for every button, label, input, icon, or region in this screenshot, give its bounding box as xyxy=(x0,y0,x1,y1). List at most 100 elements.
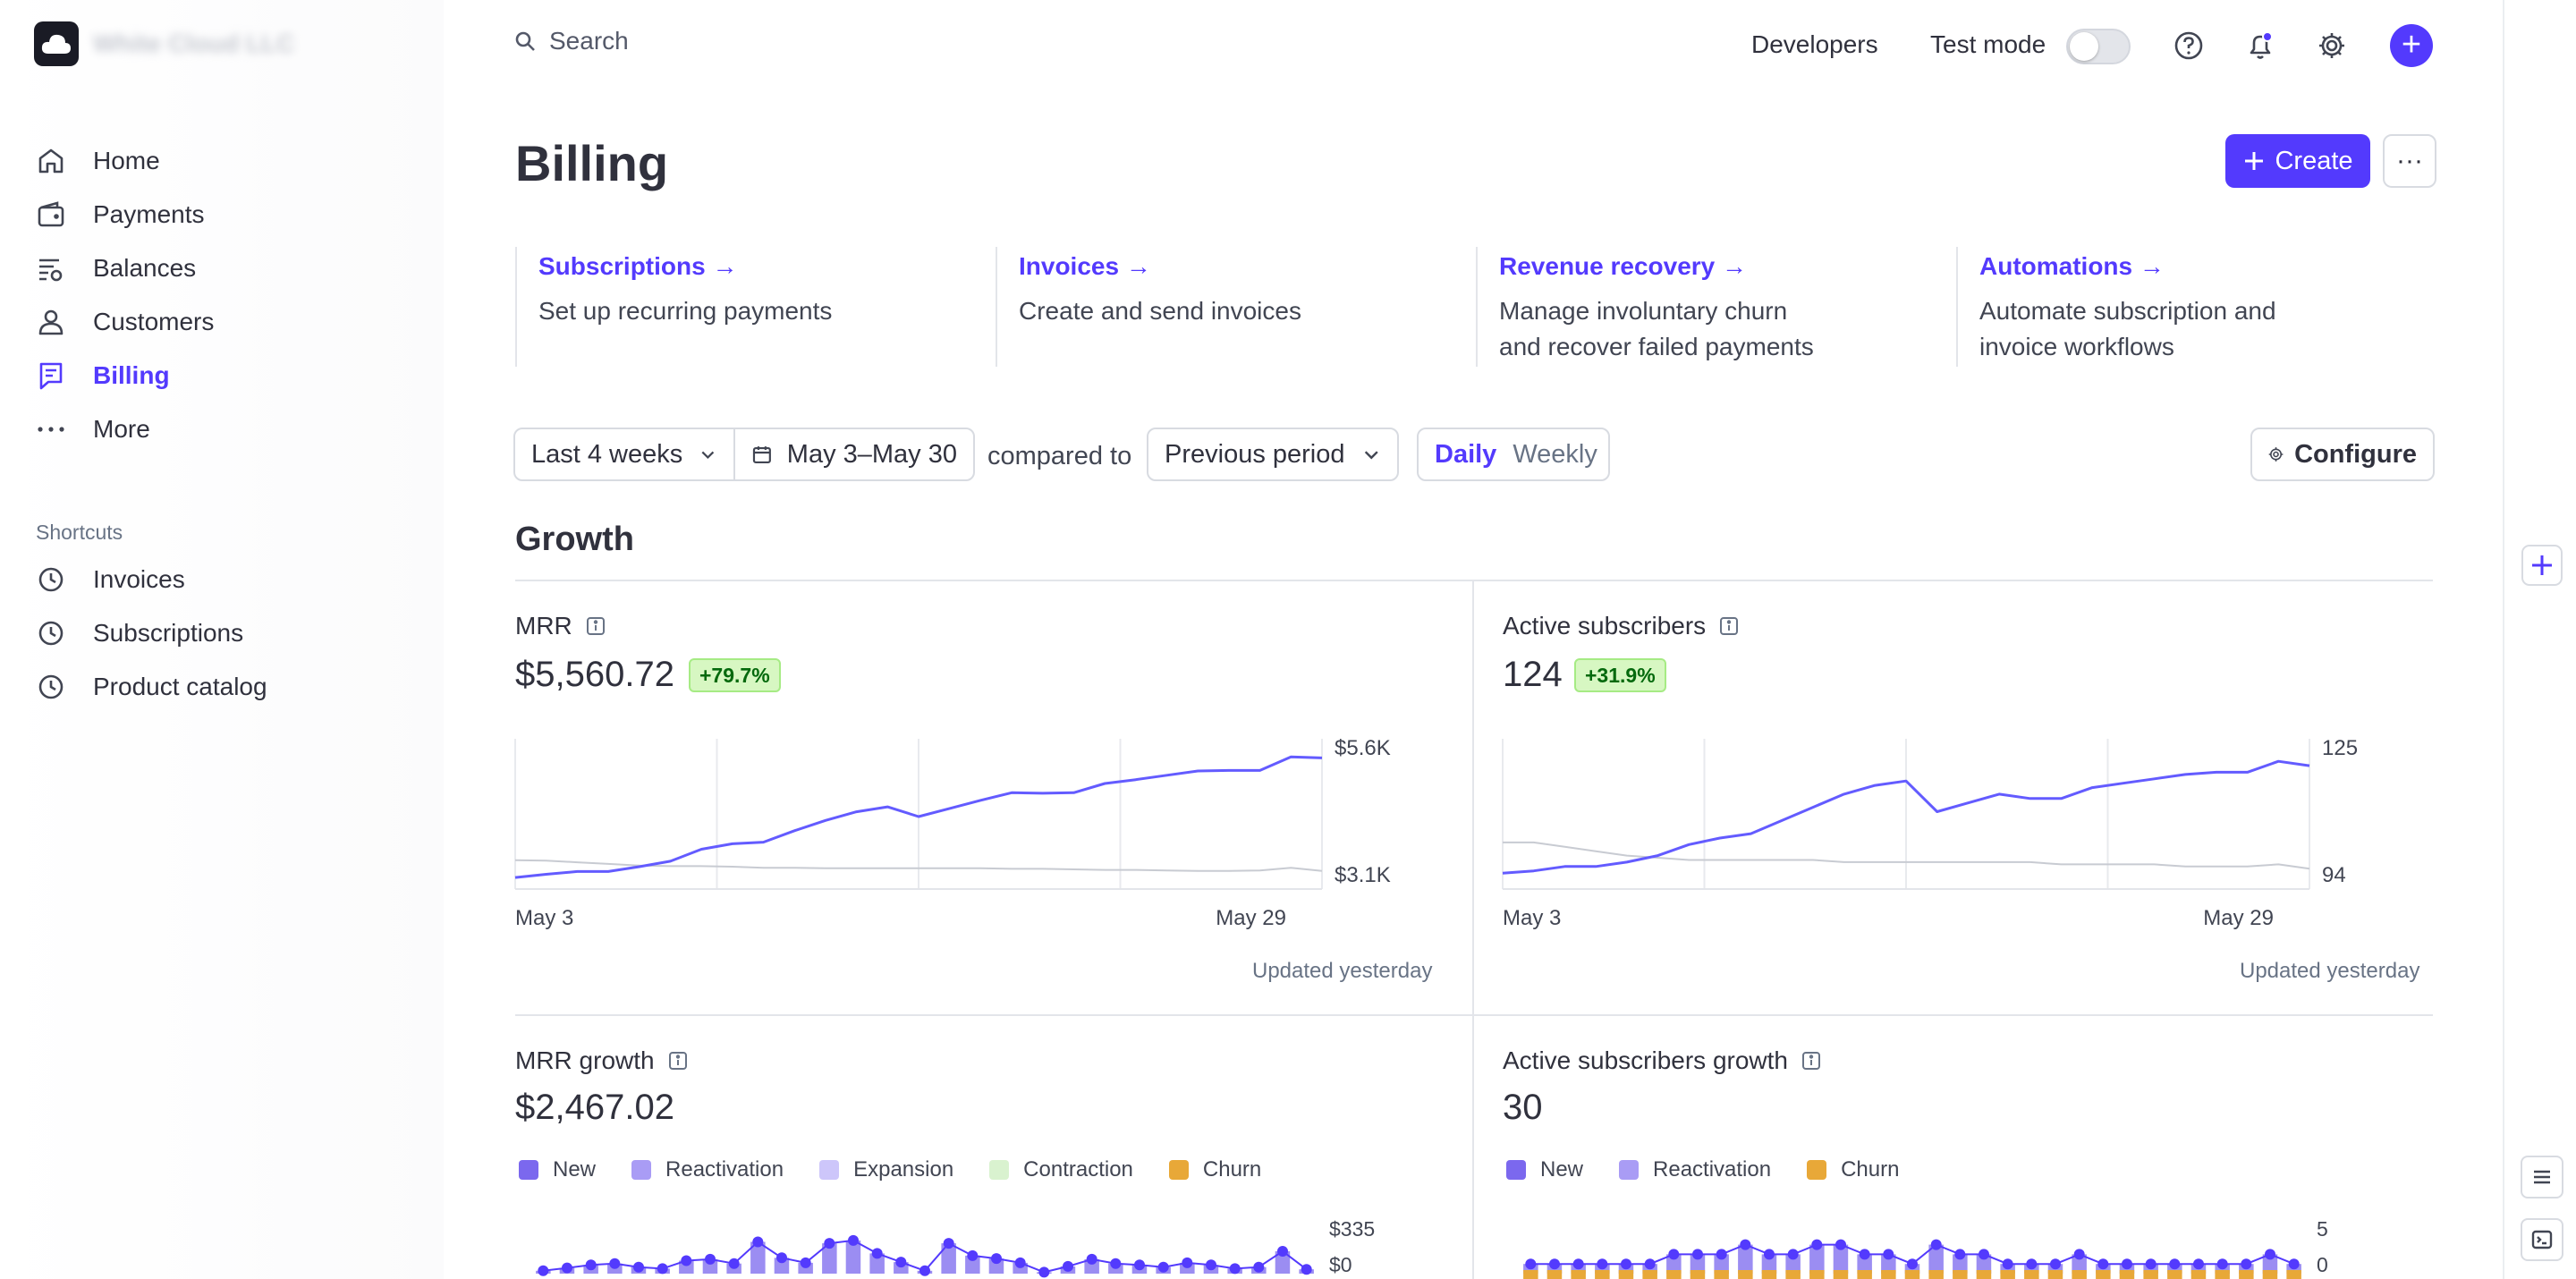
comparison-label: Previous period xyxy=(1165,439,1345,469)
bar-churn xyxy=(1785,1270,1801,1279)
billing-icon xyxy=(39,362,63,390)
feature-automations-link[interactable]: Automations → xyxy=(1979,252,2165,280)
net-point xyxy=(2122,1258,2132,1270)
feature-subscriptions-link[interactable]: Subscriptions → xyxy=(538,252,738,280)
legend-item[interactable]: New xyxy=(519,1157,596,1182)
active-growth-label: Active subscribers growth xyxy=(1503,1046,1822,1075)
create-button[interactable]: Create xyxy=(2225,134,2370,188)
bar-churn xyxy=(1546,1270,1563,1279)
bar-churn xyxy=(1761,1270,1777,1279)
net-point xyxy=(2073,1249,2085,1260)
mrr-growth-bar-chart[interactable]: $335 $0 xyxy=(513,1207,1435,1279)
shortcut-subscriptions[interactable]: Subscriptions xyxy=(36,606,429,660)
configure-button[interactable]: Configure xyxy=(2250,428,2435,481)
info-icon[interactable] xyxy=(585,615,606,637)
search-input[interactable]: Search xyxy=(513,27,629,55)
page-title: Billing xyxy=(515,135,669,191)
info-icon[interactable] xyxy=(1801,1050,1822,1071)
comparison-dropdown[interactable]: Previous period xyxy=(1147,428,1399,481)
balances-icon xyxy=(39,258,63,282)
feature-description: Set up recurring payments xyxy=(538,297,833,325)
net-point xyxy=(1835,1239,1846,1250)
net-point xyxy=(1229,1263,1241,1275)
settings-gear-icon[interactable] xyxy=(2313,27,2351,64)
active-subscribers-line-chart[interactable]: 125 94 May 3 May 29 xyxy=(1501,733,2422,939)
test-mode-toggle[interactable] xyxy=(2066,29,2131,64)
net-point xyxy=(705,1253,716,1265)
ellipsis-icon: ··· xyxy=(2396,146,2423,175)
net-point xyxy=(728,1258,740,1269)
net-point xyxy=(1692,1249,1703,1260)
net-point xyxy=(1644,1258,1656,1270)
clock-icon xyxy=(38,621,64,646)
sidebar-item-billing[interactable]: Billing xyxy=(36,349,429,402)
test-mode-label: Test mode xyxy=(1930,30,2046,58)
active-growth-value: 30 xyxy=(1503,1088,1543,1127)
bar xyxy=(2072,1254,2087,1274)
legend-item[interactable]: Expansion xyxy=(819,1157,953,1182)
sidebar-item-label: More xyxy=(93,415,150,443)
active-growth-bar-chart[interactable]: 50 xyxy=(1501,1207,2422,1279)
more-options-button[interactable]: ··· xyxy=(2383,134,2436,188)
interval-daily[interactable]: Daily xyxy=(1435,439,1497,469)
y-tick-max: 5 xyxy=(2317,1217,2328,1241)
rail-add-plus-icon[interactable] xyxy=(2521,544,2563,587)
bar-churn xyxy=(1690,1270,1706,1279)
cloud-logo-icon xyxy=(34,21,79,66)
bar xyxy=(1976,1254,1992,1274)
shortcut-product-catalog[interactable]: Product catalog xyxy=(36,660,429,714)
account-switcher[interactable]: White Cloud LLC xyxy=(34,21,295,66)
mrr-line-chart[interactable]: $5.6K $3.1K May 3 May 29 xyxy=(513,733,1435,939)
help-icon[interactable] xyxy=(2170,27,2207,64)
net-point xyxy=(752,1236,764,1248)
legend-item[interactable]: Churn xyxy=(1168,1157,1261,1182)
developers-link[interactable]: Developers xyxy=(1751,30,1878,58)
bar-churn xyxy=(2190,1270,2207,1279)
legend-item[interactable]: Reactivation xyxy=(631,1157,784,1182)
legend-item[interactable]: Churn xyxy=(1807,1157,1899,1182)
sidebar-item-balances[interactable]: Balances xyxy=(36,241,429,295)
sidebar-item-home[interactable]: Home xyxy=(36,134,429,188)
date-picker[interactable]: May 3–May 30 xyxy=(733,428,975,481)
net-point xyxy=(776,1252,787,1264)
compared-to-label: compared to xyxy=(987,442,1132,470)
feature-invoices-link[interactable]: Invoices → xyxy=(1019,252,1151,280)
net-point xyxy=(943,1238,954,1249)
legend-swatch xyxy=(1619,1160,1640,1180)
legend-item[interactable]: Reactivation xyxy=(1619,1157,1771,1182)
rail-terminal-icon[interactable] xyxy=(2521,1218,2563,1261)
bar-churn xyxy=(2024,1270,2039,1279)
legend-label: Expansion xyxy=(853,1157,954,1182)
sidebar-item-payments[interactable]: Payments xyxy=(36,188,429,241)
bar-churn xyxy=(1595,1270,1610,1279)
shortcut-invoices[interactable]: Invoices xyxy=(36,553,429,606)
x-tick-end: May 29 xyxy=(2203,906,2274,930)
bar xyxy=(1953,1254,1968,1274)
info-icon[interactable] xyxy=(667,1050,689,1071)
net-point xyxy=(967,1249,979,1261)
feature-revenue-recovery-link[interactable]: Revenue recovery → xyxy=(1499,252,1748,280)
sidebar-item-label: Payments xyxy=(93,200,205,228)
legend-item[interactable]: Contraction xyxy=(989,1157,1133,1182)
interval-weekly[interactable]: Weekly xyxy=(1513,439,1597,469)
notifications-bell-icon[interactable] xyxy=(2241,27,2279,64)
sidebar-item-more[interactable]: More xyxy=(36,402,429,456)
series-line-current xyxy=(514,755,1323,879)
bar xyxy=(1275,1251,1291,1274)
date-range-dropdown[interactable]: Last 4 weeks xyxy=(513,428,735,481)
legend-swatch xyxy=(631,1160,652,1180)
quick-create-plus-icon[interactable]: + xyxy=(2390,24,2433,67)
rail-menu-icon[interactable] xyxy=(2521,1156,2563,1199)
info-icon[interactable] xyxy=(1718,615,1740,637)
sidebar-item-customers[interactable]: Customers xyxy=(36,295,429,349)
net-point xyxy=(800,1257,811,1268)
bar xyxy=(822,1243,837,1274)
legend-item[interactable]: New xyxy=(1506,1157,1583,1182)
net-point xyxy=(657,1263,668,1275)
net-point xyxy=(562,1262,572,1274)
bar-churn xyxy=(1953,1270,1968,1279)
sidebar-item-label: Balances xyxy=(93,254,197,282)
bar-churn xyxy=(1714,1270,1729,1279)
net-point xyxy=(2026,1258,2038,1270)
y-tick-min: 94 xyxy=(2322,863,2346,887)
